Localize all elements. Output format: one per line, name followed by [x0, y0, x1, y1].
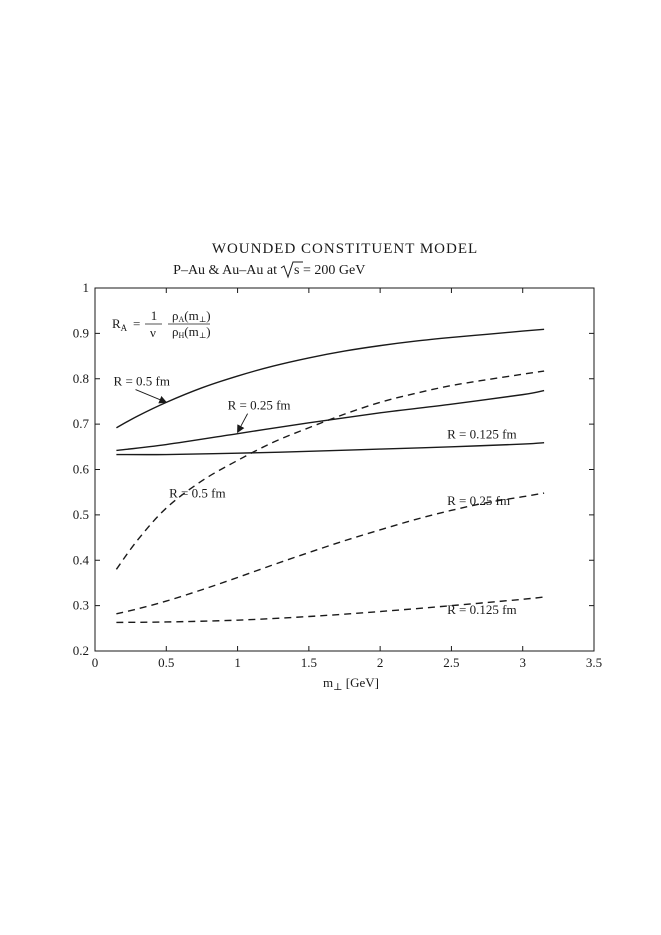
formula-frac2-den: ρ — [172, 324, 179, 339]
y-tick-label: 0.6 — [73, 462, 90, 477]
formula-lhs-sub: A — [121, 323, 128, 333]
series-layer — [115, 328, 545, 624]
y-tick-label: 0.8 — [73, 371, 89, 386]
curve-label: R = 0.5 fm — [114, 374, 170, 389]
y-tick-label: 0.3 — [73, 598, 89, 613]
y-tick-label: 1 — [83, 280, 90, 295]
chart-subtitle: P–Au & Au–Au at s = 200 GeV — [173, 261, 365, 279]
x-axis-label-main: m — [323, 675, 333, 690]
formula-lhs: R — [112, 316, 121, 331]
curve-label: R = 0.125 fm — [447, 602, 516, 617]
svg-text:ρA(m⊥): ρA(m⊥) — [172, 308, 211, 324]
chart-title: WOUNDED CONSTITUENT MODEL — [212, 241, 478, 257]
subtitle-sqrt-argument: s — [294, 263, 299, 278]
x-axis-label: m⊥ [GeV] — [323, 675, 379, 693]
formula-frac1-den: ν — [150, 325, 156, 340]
formula-frac2-den-sub: H — [179, 331, 185, 340]
plot-frame — [94, 287, 595, 652]
curve-labels: R = 0.5 fm R = 0.25 fm R = 0.125 fm R = 0.5… — [114, 374, 517, 617]
series-line-solid-0 — [116, 328, 545, 429]
series-line-dashed-5 — [116, 596, 545, 624]
curve-label: R = 0.5 fm — [169, 486, 225, 501]
subtitle-prefix: P–Au & Au–Au at — [173, 263, 277, 278]
x-tick-label: 2 — [377, 655, 384, 670]
formula-frac2-den-close: ) — [206, 324, 210, 339]
y-tick-label: 0.7 — [73, 416, 90, 431]
x-axis-ticks: 0 0.5 1 1.5 2 2.5 3 3.5 — [92, 288, 602, 670]
formula-frac2-num: ρ — [172, 308, 179, 323]
series-line-solid-2 — [116, 442, 545, 456]
formula-frac2-den-arg: (m — [184, 324, 198, 339]
formula-frac1-num: 1 — [151, 308, 158, 323]
formula-frac2-num-close: ) — [206, 308, 210, 323]
x-tick-label: 0.5 — [158, 655, 174, 670]
x-axis-label-rest: [GeV] — [343, 675, 379, 690]
series-line-dashed-4 — [116, 492, 545, 615]
curve-label: R = 0.125 fm — [447, 427, 516, 442]
x-tick-label: 0 — [92, 655, 99, 670]
x-tick-label: 1 — [234, 655, 241, 670]
y-tick-label: 0.5 — [73, 507, 89, 522]
y-tick-label: 0.9 — [73, 325, 89, 340]
series-line-solid-1 — [116, 389, 545, 452]
curve-label-arrow — [237, 413, 248, 434]
x-tick-label: 1.5 — [301, 655, 317, 670]
x-tick-label: 2.5 — [443, 655, 459, 670]
y-tick-label: 0.4 — [73, 552, 90, 567]
formula-frac2-den-arg-sub: ⊥ — [199, 331, 207, 340]
x-tick-label: 3.5 — [586, 655, 602, 670]
curve-label: R = 0.25 fm — [447, 493, 510, 508]
x-axis-label-sub: ⊥ — [333, 682, 342, 693]
y-tick-label: 0.2 — [73, 643, 89, 658]
curve-label: R = 0.25 fm — [228, 398, 291, 413]
series-line-dashed-3 — [115, 370, 545, 570]
formula-frac2-num-arg: (m — [184, 308, 198, 323]
formula-frac2-num-arg-sub: ⊥ — [199, 315, 207, 324]
x-tick-label: 3 — [519, 655, 526, 670]
y-axis-ticks: 0.2 0.3 0.4 0.5 0.6 0.7 0.8 0.9 1 — [73, 280, 594, 658]
svg-text:m⊥ [GeV]: m⊥ [GeV] — [323, 675, 379, 693]
formula: RA = 1 ν ρA(m⊥) ρH(m⊥) — [112, 308, 211, 340]
svg-text:RA: RA — [112, 316, 128, 333]
sqrt-sign — [280, 261, 303, 279]
formula-equals: = — [133, 316, 140, 331]
svg-text:ρH(m⊥): ρH(m⊥) — [172, 324, 211, 340]
subtitle-suffix: = 200 GeV — [303, 263, 365, 278]
formula-frac2-num-sub: A — [179, 315, 185, 324]
curve-label-arrow — [135, 389, 168, 404]
